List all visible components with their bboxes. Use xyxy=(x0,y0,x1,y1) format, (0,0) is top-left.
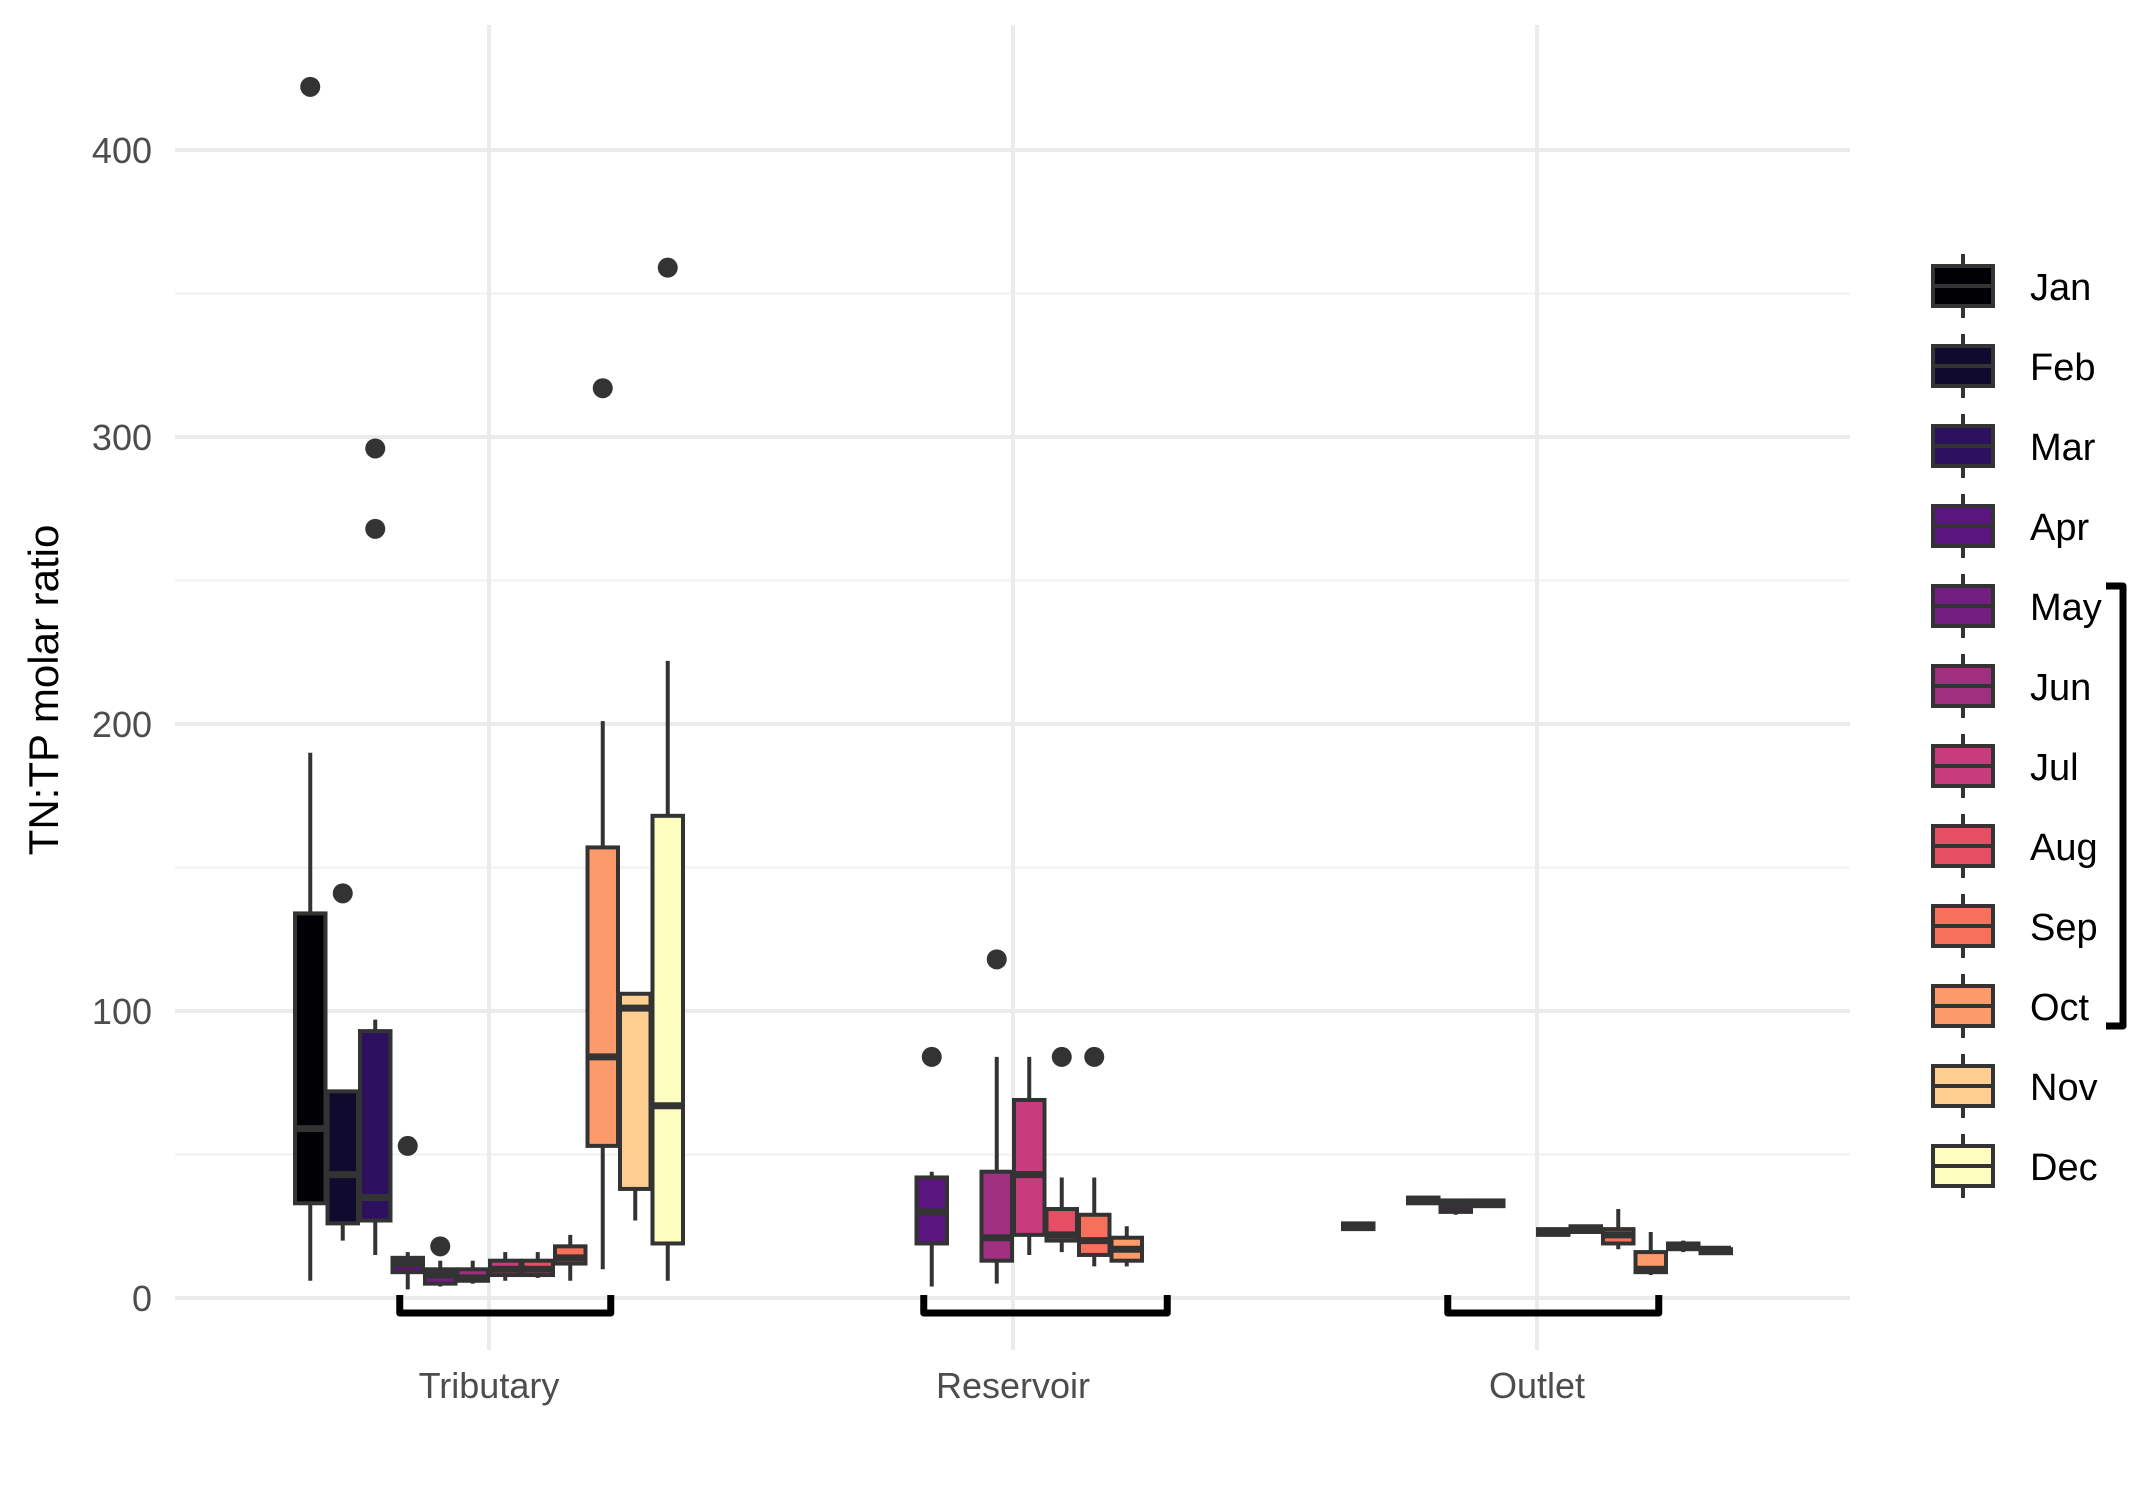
outlier-point xyxy=(365,438,386,459)
group-bracket xyxy=(396,1295,615,1317)
y-tick-label: 300 xyxy=(92,417,152,458)
legend-item-dec: Dec xyxy=(1931,1134,2098,1198)
x-tick-label: Reservoir xyxy=(936,1365,1090,1406)
outlier-point xyxy=(365,518,386,539)
boxplots xyxy=(293,76,1733,1290)
legend: Jan Feb Mar Apr May Jun Jul Aug Sep Oct Nov Dec xyxy=(1931,254,2127,1198)
y-tick-label: 100 xyxy=(92,991,152,1032)
x-tick-label: Tributary xyxy=(419,1365,560,1406)
y-axis-title: TN:TP molar ratio xyxy=(20,525,67,856)
box-body xyxy=(585,845,620,1148)
outlier-point xyxy=(921,1046,942,1067)
legend-item-aug: Aug xyxy=(1931,814,2098,878)
outlier-point xyxy=(1084,1046,1105,1067)
group-bracket xyxy=(1444,1295,1663,1317)
box-body xyxy=(293,911,328,1206)
legend-label: Aug xyxy=(2030,827,2098,869)
legend-label: Sep xyxy=(2030,907,2098,949)
legend-item-apr: Apr xyxy=(1931,494,2089,558)
box-body xyxy=(1077,1212,1112,1257)
box-body xyxy=(979,1169,1014,1263)
y-tick-label: 0 xyxy=(132,1278,152,1319)
y-tick-label: 200 xyxy=(92,704,152,745)
outlier-point xyxy=(1051,1046,1072,1067)
legend-bracket xyxy=(2106,582,2127,1030)
legend-label: Feb xyxy=(2030,347,2095,389)
outlier-point xyxy=(986,949,1007,970)
box-body xyxy=(618,991,653,1191)
legend-label: Apr xyxy=(2030,507,2089,549)
legend-item-jul: Jul xyxy=(1931,734,2079,798)
legend-item-may: May xyxy=(1931,574,2102,638)
outlier-point xyxy=(592,378,613,399)
outlier-point xyxy=(657,257,678,278)
box-body xyxy=(1012,1097,1047,1237)
y-axis: 0 100 200 300 400 xyxy=(92,130,152,1319)
legend-label: Jan xyxy=(2030,267,2091,309)
group-brackets xyxy=(396,1295,1663,1317)
y-tick-label: 400 xyxy=(92,130,152,171)
group-bracket xyxy=(920,1295,1171,1317)
outlier-point xyxy=(332,883,353,904)
legend-label: May xyxy=(2030,587,2102,629)
outlier-point xyxy=(430,1236,451,1257)
legend-item-sep: Sep xyxy=(1931,894,2098,958)
x-tick-label: Outlet xyxy=(1489,1365,1585,1406)
legend-item-mar: Mar xyxy=(1931,414,2096,478)
x-axis: Tributary Reservoir Outlet xyxy=(419,1365,1585,1406)
box-body xyxy=(325,1089,360,1226)
box-body xyxy=(358,1029,393,1223)
legend-label: Oct xyxy=(2030,987,2090,1029)
legend-label: Dec xyxy=(2030,1147,2098,1189)
legend-label: Nov xyxy=(2030,1067,2098,1109)
legend-item-nov: Nov xyxy=(1931,1054,2098,1118)
legend-label: Jun xyxy=(2030,667,2091,709)
grid xyxy=(175,25,1850,1350)
outlier-point xyxy=(300,76,321,97)
outlier-point xyxy=(397,1135,418,1156)
legend-item-oct: Oct xyxy=(1931,974,2090,1038)
legend-item-jan: Jan xyxy=(1931,254,2091,318)
legend-label: Mar xyxy=(2030,427,2096,469)
legend-label: Jul xyxy=(2030,747,2079,789)
legend-item-jun: Jun xyxy=(1931,654,2091,718)
legend-item-feb: Feb xyxy=(1931,334,2095,398)
box-body xyxy=(650,813,685,1246)
